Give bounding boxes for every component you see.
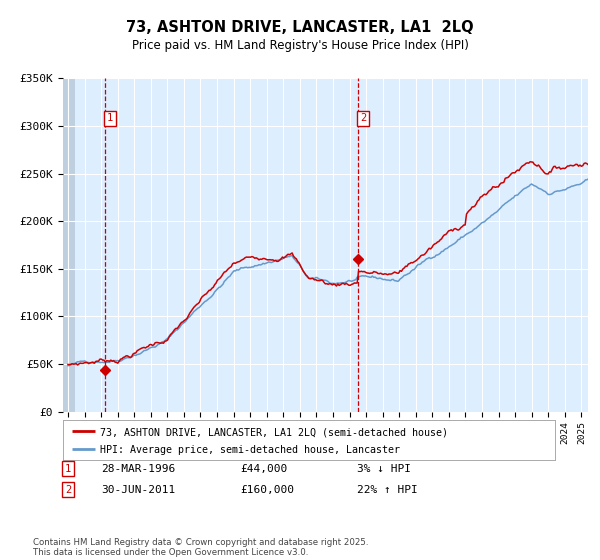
Text: 2: 2 — [360, 113, 366, 123]
Text: 73, ASHTON DRIVE, LANCASTER, LA1  2LQ: 73, ASHTON DRIVE, LANCASTER, LA1 2LQ — [126, 20, 474, 35]
Text: 3% ↓ HPI: 3% ↓ HPI — [357, 464, 411, 474]
Text: 28-MAR-1996: 28-MAR-1996 — [101, 464, 175, 474]
Text: Price paid vs. HM Land Registry's House Price Index (HPI): Price paid vs. HM Land Registry's House … — [131, 39, 469, 52]
Text: £44,000: £44,000 — [240, 464, 287, 474]
Bar — [59, 78, 74, 412]
Text: £160,000: £160,000 — [240, 485, 294, 495]
Text: 73, ASHTON DRIVE, LANCASTER, LA1 2LQ (semi-detached house): 73, ASHTON DRIVE, LANCASTER, LA1 2LQ (se… — [100, 427, 448, 437]
Text: HPI: Average price, semi-detached house, Lancaster: HPI: Average price, semi-detached house,… — [100, 445, 400, 455]
Text: 1: 1 — [65, 464, 71, 474]
Text: 30-JUN-2011: 30-JUN-2011 — [101, 485, 175, 495]
Text: 2: 2 — [65, 485, 71, 495]
Text: 22% ↑ HPI: 22% ↑ HPI — [357, 485, 418, 495]
Text: Contains HM Land Registry data © Crown copyright and database right 2025.
This d: Contains HM Land Registry data © Crown c… — [33, 538, 368, 557]
Text: 1: 1 — [107, 113, 113, 123]
